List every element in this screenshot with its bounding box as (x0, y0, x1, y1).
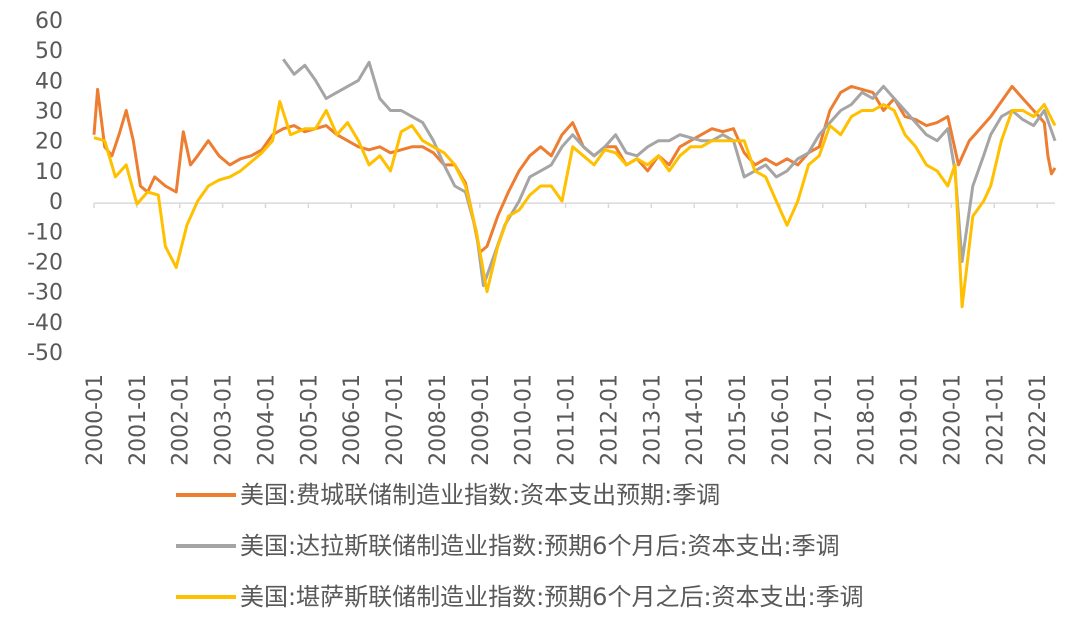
series-line-3 (93, 100, 1057, 309)
x-tick-label: 2001-01 (126, 374, 151, 466)
y-tick-label: 40 (35, 69, 63, 94)
y-axis: 60 50 40 30 20 10 0 -10 -20 -30 -40 -50 (27, 9, 63, 366)
x-tick-label: 2000-01 (83, 374, 108, 466)
y-tick-label: 60 (35, 9, 63, 34)
x-tick-label: 2003-01 (212, 374, 237, 466)
y-tick-label: -20 (27, 250, 63, 275)
y-tick-label: 30 (35, 100, 63, 125)
y-tick-label: 50 (35, 39, 63, 64)
x-tick-label: 2014-01 (683, 374, 708, 466)
series-line-2 (282, 58, 1057, 288)
x-tick-label: 2021-01 (983, 374, 1008, 466)
x-tick-label: 2013-01 (640, 374, 665, 466)
legend-label: 美国:堪萨斯联储制造业指数:预期6个月之后:资本支出:季调 (240, 583, 864, 611)
y-tick-label: -40 (27, 311, 63, 336)
x-tick-label: 2009-01 (469, 374, 494, 466)
legend-label: 美国:达拉斯联储制造业指数:预期6个月后:资本支出:季调 (240, 532, 840, 560)
y-tick-label: 0 (49, 190, 63, 215)
y-tick-label: -10 (27, 220, 63, 245)
x-tick-label: 2020-01 (940, 374, 965, 466)
y-tick-label: 10 (35, 160, 63, 185)
x-tick-label: 2012-01 (597, 374, 622, 466)
x-tick-label: 2002-01 (169, 374, 194, 466)
x-tick-label: 2017-01 (812, 374, 837, 466)
x-axis: 2000-01 2001-01 2002-01 2003-01 2004-01 2005-… (83, 202, 1055, 466)
y-tick-label: -50 (27, 341, 63, 366)
x-tick-label: 2004-01 (254, 374, 279, 466)
x-tick-label: 2010-01 (512, 374, 537, 466)
x-tick-label: 2011-01 (555, 374, 580, 466)
y-tick-label: -30 (27, 281, 63, 306)
x-tick-label: 2006-01 (340, 374, 365, 466)
series-lines (92, 58, 1057, 309)
x-tick-label: 2019-01 (898, 374, 923, 466)
legend: 美国:费城联储制造业指数:资本支出预期:季调美国:达拉斯联储制造业指数:预期6个… (176, 481, 864, 611)
x-tick-label: 2016-01 (769, 374, 794, 466)
x-tick-label: 2015-01 (726, 374, 751, 466)
series-line-1 (92, 84, 1057, 254)
x-tick-label: 2022-01 (1026, 374, 1051, 466)
y-tick-label: 20 (35, 130, 63, 155)
x-tick-label: 2008-01 (426, 374, 451, 466)
x-tick-label: 2007-01 (383, 374, 408, 466)
x-tick-label: 2018-01 (855, 374, 880, 466)
legend-label: 美国:费城联储制造业指数:资本支出预期:季调 (240, 481, 720, 509)
x-tick-label: 2005-01 (297, 374, 322, 466)
